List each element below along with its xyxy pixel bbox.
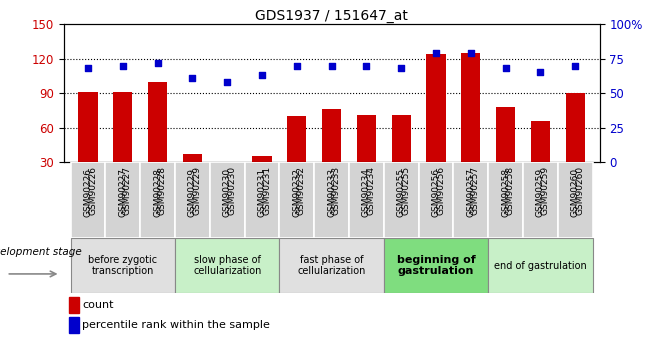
Text: GSM90255: GSM90255 — [401, 166, 410, 215]
Text: GSM90228: GSM90228 — [157, 166, 167, 215]
Bar — [384, 162, 419, 238]
Text: GSM90229: GSM90229 — [192, 166, 202, 215]
Text: GSM90233: GSM90233 — [332, 166, 340, 215]
Text: GSM90231: GSM90231 — [262, 166, 271, 215]
Bar — [175, 162, 210, 238]
Text: end of gastrulation: end of gastrulation — [494, 261, 587, 270]
Bar — [287, 116, 306, 197]
Text: GSM90258: GSM90258 — [506, 166, 515, 215]
Bar — [279, 162, 314, 238]
Bar — [357, 115, 376, 197]
Point — [466, 50, 476, 56]
Text: beginning of
gastrulation: beginning of gastrulation — [397, 255, 476, 276]
Bar — [531, 121, 550, 197]
Text: GSM90233: GSM90233 — [327, 168, 336, 217]
Bar — [349, 162, 384, 238]
Bar — [419, 162, 454, 238]
Text: slow phase of
cellularization: slow phase of cellularization — [193, 255, 261, 276]
Text: count: count — [82, 300, 114, 310]
Bar — [70, 162, 105, 238]
Bar — [496, 107, 515, 197]
Text: GSM90256: GSM90256 — [431, 168, 441, 217]
Text: development stage: development stage — [0, 247, 82, 257]
Text: GSM90226: GSM90226 — [88, 166, 97, 215]
Point — [361, 63, 372, 68]
Bar — [523, 162, 558, 238]
Bar — [322, 109, 341, 197]
Text: GSM90227: GSM90227 — [119, 168, 127, 217]
Text: fast phase of
cellularization: fast phase of cellularization — [297, 255, 366, 276]
Text: GSM90260: GSM90260 — [576, 166, 584, 215]
Bar — [175, 238, 279, 293]
Bar — [113, 92, 133, 197]
Text: before zygotic
transcription: before zygotic transcription — [88, 255, 157, 276]
Point — [257, 72, 267, 78]
Bar — [245, 162, 279, 238]
Point — [187, 75, 198, 81]
Bar — [69, 317, 78, 333]
Text: GSM90257: GSM90257 — [471, 166, 480, 215]
Text: GSM90230: GSM90230 — [227, 166, 237, 215]
Point — [431, 50, 442, 56]
Text: GSM90257: GSM90257 — [466, 168, 476, 217]
Bar — [454, 162, 488, 238]
Text: GSM90232: GSM90232 — [297, 166, 306, 215]
Text: percentile rank within the sample: percentile rank within the sample — [82, 320, 270, 330]
Text: GSM90259: GSM90259 — [536, 168, 545, 217]
Bar — [488, 162, 523, 238]
Bar — [279, 238, 384, 293]
Bar — [558, 162, 593, 238]
Bar — [565, 93, 585, 197]
Point — [222, 79, 232, 85]
Bar — [253, 156, 271, 197]
Bar — [105, 162, 140, 238]
Point — [570, 63, 581, 68]
Point — [500, 66, 511, 71]
Text: GSM90232: GSM90232 — [292, 168, 302, 217]
Point — [82, 66, 93, 71]
Text: GSM90255: GSM90255 — [397, 168, 406, 217]
Bar — [210, 162, 245, 238]
Text: GSM90259: GSM90259 — [541, 166, 549, 215]
Title: GDS1937 / 151647_at: GDS1937 / 151647_at — [255, 9, 408, 23]
Text: GSM90230: GSM90230 — [222, 168, 232, 217]
Text: GSM90228: GSM90228 — [153, 168, 162, 217]
Point — [152, 60, 163, 66]
Text: GSM90227: GSM90227 — [123, 166, 132, 215]
Point — [117, 63, 128, 68]
Bar — [392, 115, 411, 197]
Bar — [462, 53, 480, 197]
Bar — [384, 238, 488, 293]
Text: GSM90234: GSM90234 — [362, 168, 371, 217]
Text: GSM90234: GSM90234 — [366, 166, 375, 215]
Bar — [488, 238, 593, 293]
Text: GSM90226: GSM90226 — [84, 168, 92, 217]
Bar — [314, 162, 349, 238]
Text: GSM90256: GSM90256 — [436, 166, 445, 215]
Point — [291, 63, 302, 68]
Bar — [218, 162, 237, 197]
Text: GSM90258: GSM90258 — [501, 168, 510, 217]
Text: GSM90260: GSM90260 — [571, 168, 580, 217]
Point — [396, 66, 407, 71]
Text: GSM90231: GSM90231 — [257, 168, 267, 217]
Point — [326, 63, 337, 68]
Point — [535, 70, 546, 75]
Bar — [148, 82, 168, 197]
Bar — [140, 162, 175, 238]
Bar — [183, 154, 202, 197]
Bar — [69, 297, 78, 313]
Text: GSM90229: GSM90229 — [188, 168, 197, 217]
Bar — [70, 238, 175, 293]
Bar — [427, 54, 446, 197]
Bar — [78, 92, 98, 197]
